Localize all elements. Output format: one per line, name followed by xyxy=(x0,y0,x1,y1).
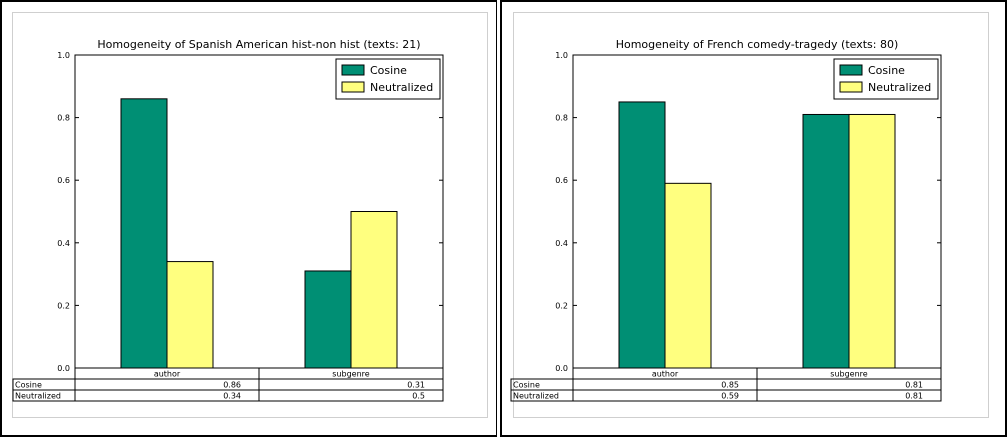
y-tick-label: 0.0 xyxy=(57,364,70,373)
chart-title: Homogeneity of French comedy-tragedy (te… xyxy=(616,38,899,51)
bar-neutralized-author xyxy=(166,261,214,369)
table-cell: 0.31 xyxy=(407,381,425,390)
table-row-label: Neutralized xyxy=(15,392,61,401)
legend-swatch-neutralized xyxy=(341,81,365,93)
y-tick-label: 0.6 xyxy=(555,176,568,185)
figure-border xyxy=(12,12,488,418)
legend-label-cosine: Cosine xyxy=(370,64,407,77)
bar-cosine-author xyxy=(120,98,168,369)
table-cell: 0.34 xyxy=(223,392,241,401)
table-cell: 0.81 xyxy=(905,392,923,401)
legend-label-neutralized: Neutralized xyxy=(370,81,433,94)
bar-cosine-author xyxy=(618,101,666,369)
table-row xyxy=(510,389,942,402)
y-tick-label: 0.6 xyxy=(57,176,70,185)
bar-cosine-subgenre xyxy=(304,270,352,369)
table-col-header: subgenre xyxy=(332,370,370,379)
bar-neutralized-author xyxy=(664,182,712,369)
table-row xyxy=(12,389,444,402)
legend-label-cosine: Cosine xyxy=(868,64,905,77)
legend-swatch-cosine xyxy=(341,64,365,76)
y-tick-label: 0.4 xyxy=(57,239,70,248)
table-col-header: author xyxy=(652,370,679,379)
table-cell: 0.59 xyxy=(721,392,739,401)
table-cell: 0.5 xyxy=(412,392,425,401)
chart-left-svg: Homogeneity of Spanish American hist-non… xyxy=(12,38,444,402)
y-tick-label: 0.2 xyxy=(555,301,568,310)
table-col-header: subgenre xyxy=(830,370,868,379)
y-tick-label: 1.0 xyxy=(57,51,70,60)
y-tick-label: 1.0 xyxy=(555,51,568,60)
y-tick-label: 0.0 xyxy=(555,364,568,373)
legend-label-neutralized: Neutralized xyxy=(868,81,931,94)
figure-border xyxy=(513,12,989,418)
y-tick-label: 0.2 xyxy=(57,301,70,310)
table-row-label: Cosine xyxy=(513,381,540,390)
bar-neutralized-subgenre xyxy=(848,113,896,369)
chart-right-svg: Homogeneity of French comedy-tragedy (te… xyxy=(510,38,942,402)
table-cell: 0.85 xyxy=(721,381,739,390)
bar-neutralized-subgenre xyxy=(350,211,398,369)
chart-title: Homogeneity of Spanish American hist-non… xyxy=(97,38,420,51)
legend-swatch-neutralized xyxy=(839,81,863,93)
bar-cosine-subgenre xyxy=(802,113,850,369)
y-tick-label: 0.8 xyxy=(57,114,70,123)
table-cell: 0.81 xyxy=(905,381,923,390)
y-tick-label: 0.8 xyxy=(555,114,568,123)
table-row-label: Cosine xyxy=(15,381,42,390)
y-tick-label: 0.4 xyxy=(555,239,568,248)
table-col-header: author xyxy=(154,370,181,379)
table-cell: 0.86 xyxy=(223,381,241,390)
legend-swatch-cosine xyxy=(839,64,863,76)
table-row-label: Neutralized xyxy=(513,392,559,401)
